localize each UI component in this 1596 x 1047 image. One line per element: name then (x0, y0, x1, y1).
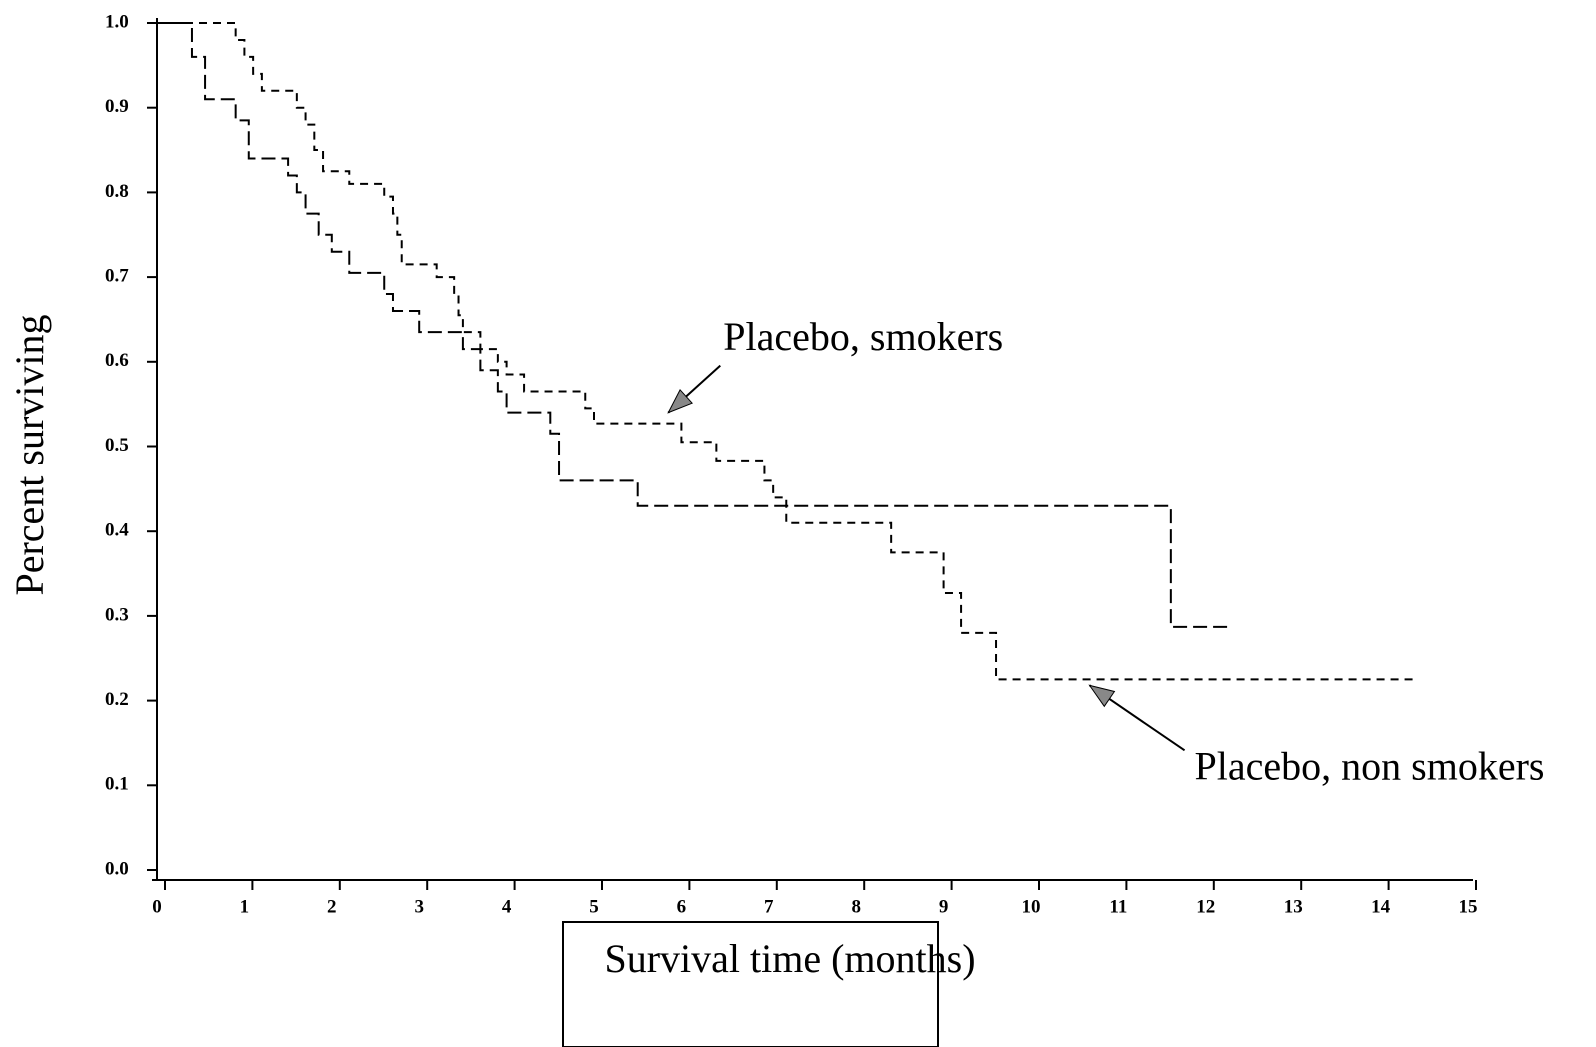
x-tick-label: 12 (1196, 896, 1215, 917)
x-tick-label: 13 (1284, 896, 1303, 917)
x-tick-label: 11 (1109, 896, 1127, 917)
x-tick-label: 10 (1022, 896, 1041, 917)
arrow-head (1088, 684, 1116, 708)
y-tick-label: 0.3 (105, 604, 129, 625)
x-tick-label: 1 (240, 896, 250, 917)
y-tick-label: 0.5 (105, 435, 129, 456)
y-tick-label: 0.8 (105, 181, 129, 202)
x-tick-label: 9 (939, 896, 949, 917)
y-tick-label: 0.9 (105, 96, 129, 117)
x-label-box (562, 921, 939, 1047)
arrow-head (667, 388, 693, 414)
y-tick-label: 0.7 (105, 265, 129, 286)
y-tick-label: 0.0 (105, 858, 129, 879)
x-tick-label: 5 (589, 896, 599, 917)
x-tick-label: 8 (851, 896, 861, 917)
y-tick-label: 0.6 (105, 350, 129, 371)
survival-curve (157, 22, 1416, 681)
x-tick-label: 7 (764, 896, 774, 917)
x-tick-label: 2 (327, 896, 337, 917)
y-tick-label: 0.1 (105, 774, 129, 795)
y-tick-label: 0.2 (105, 689, 129, 710)
x-axis-label: Survival time (months) (604, 936, 975, 981)
x-tick-label: 14 (1371, 896, 1391, 917)
y-axis-label: Percent surviving (7, 314, 52, 595)
y-tick-label: 0.4 (105, 520, 129, 541)
annotation-text: Placebo, non smokers (1195, 744, 1545, 789)
x-tick-label: 6 (677, 896, 687, 917)
y-tick-label: 1.0 (105, 11, 129, 32)
x-tick-label: 0 (152, 896, 162, 917)
x-tick-label: 15 (1459, 896, 1478, 917)
annotation-text: Placebo, smokers (723, 314, 1003, 359)
survival-curve (157, 22, 1233, 628)
x-tick-label: 3 (414, 896, 424, 917)
x-tick-label: 4 (502, 896, 512, 917)
